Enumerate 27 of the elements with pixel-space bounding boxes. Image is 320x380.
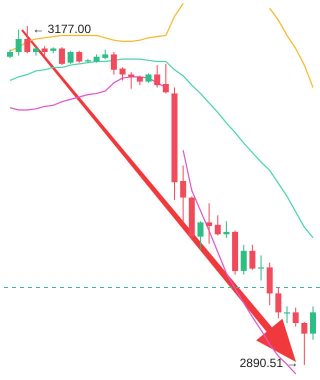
candlestick (24, 26, 30, 54)
candlestick (68, 50, 74, 64)
candlestick (154, 64, 160, 88)
candlestick (76, 50, 82, 64)
candlestick (110, 52, 117, 76)
candlestick (249, 244, 256, 270)
candlestick (162, 63, 169, 94)
candlestick (58, 46, 65, 66)
candlestick (128, 72, 134, 90)
candlestick (180, 165, 186, 223)
candlestick (146, 72, 152, 84)
candlestick (214, 214, 221, 236)
candlestick (310, 306, 316, 340)
candlestick (301, 321, 308, 366)
candlestick (197, 220, 204, 250)
candlestick (206, 202, 212, 244)
candlestick (136, 75, 143, 86)
candlestick (120, 66, 126, 81)
candlestick (292, 307, 299, 328)
candlestick (102, 49, 108, 60)
candlestick (240, 244, 247, 275)
candlestick (16, 29, 22, 56)
candlestick (223, 220, 230, 238)
candlestick (275, 287, 282, 319)
annotation: ← 3177.00 (32, 22, 92, 36)
candlestick (42, 46, 48, 56)
annotation: 2890.51 → (240, 356, 298, 370)
